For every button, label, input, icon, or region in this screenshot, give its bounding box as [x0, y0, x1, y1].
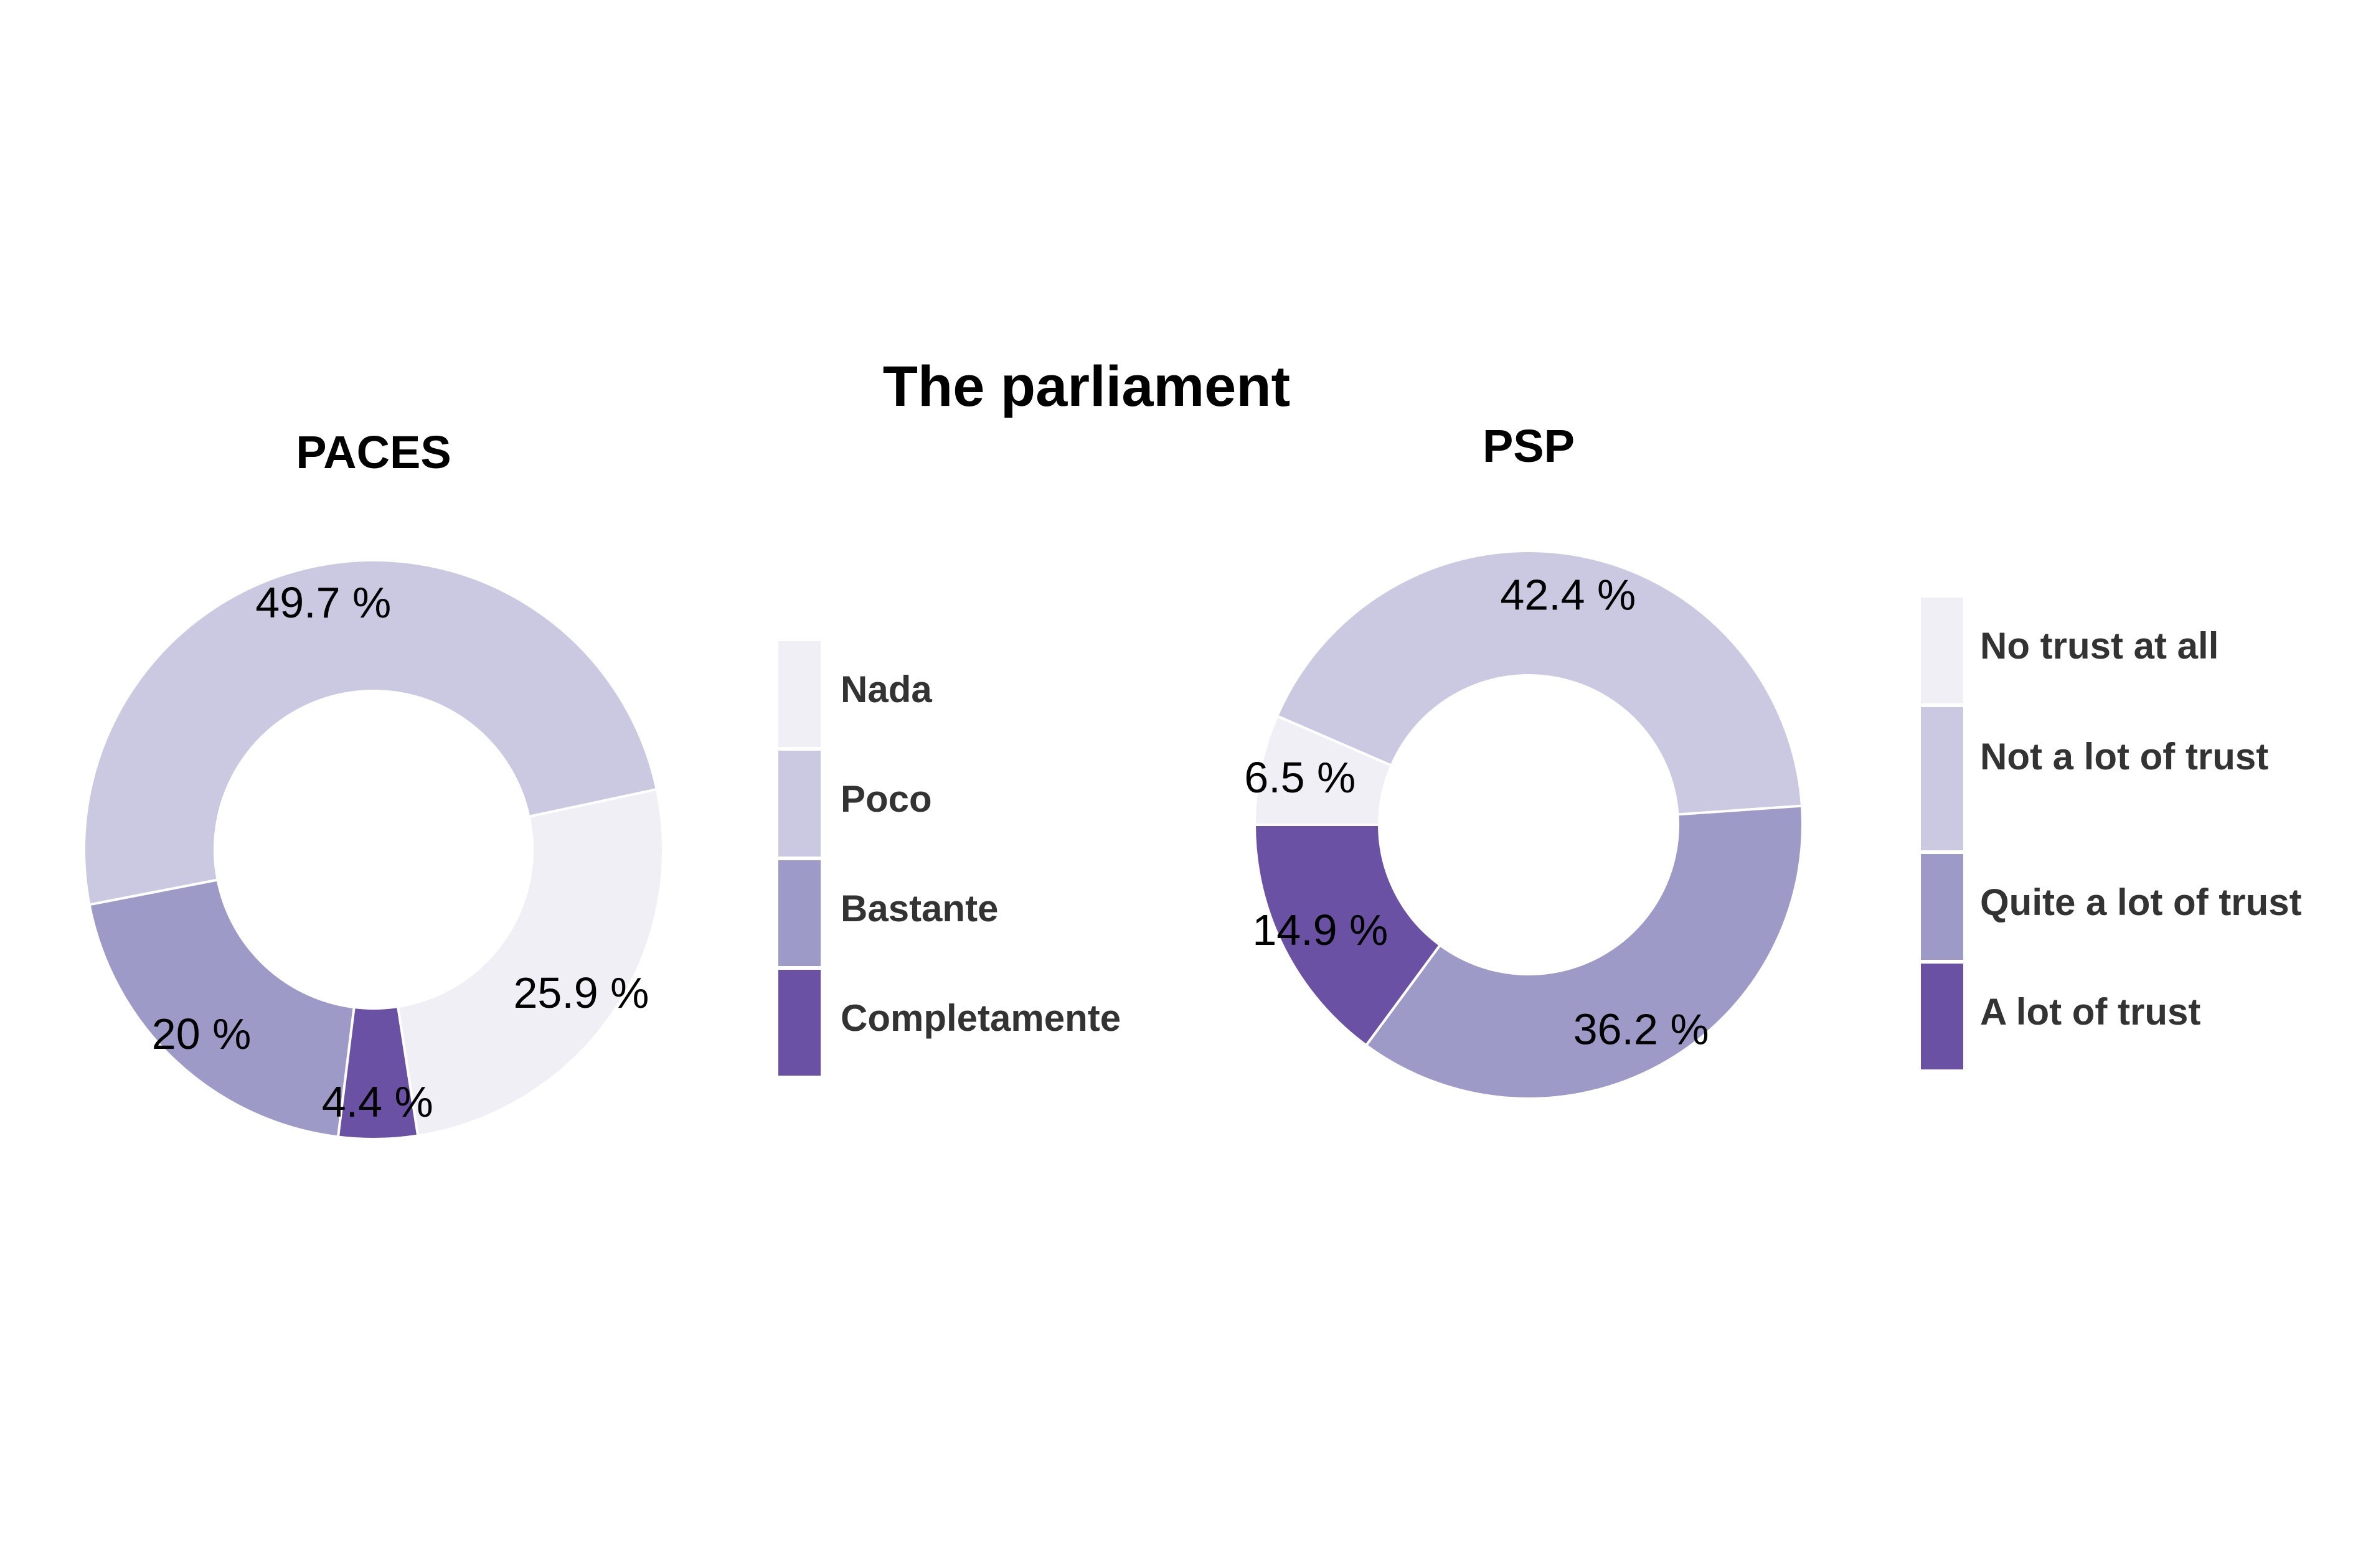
slice-label-paces-4: 4.4 % — [322, 1077, 433, 1126]
slice-label-psp-4: 14.9 % — [1252, 906, 1388, 954]
slice-labels-paces: 25.9 % 49.7 % 20 % 4.4 % — [152, 578, 649, 1126]
slice-label-paces-3: 20 % — [152, 1010, 252, 1058]
slice-label-psp-3: 36.2 % — [1573, 1005, 1709, 1054]
slice-psp-2 — [1275, 550, 1804, 816]
slice-psp-3 — [1364, 804, 1804, 1100]
chart-title-paces: PACES — [296, 426, 451, 478]
legend-swatch-paces-3 — [778, 860, 821, 966]
slice-label-psp-1: 6.5 % — [1244, 753, 1356, 802]
slice-label-paces-1: 25.9 % — [513, 969, 649, 1017]
legend-label-psp-2: Not a lot of trust — [1980, 736, 2268, 777]
slice-paces-1 — [396, 787, 664, 1137]
legend-swatch-paces-1 — [778, 641, 821, 747]
legend-label-paces-1: Nada — [841, 669, 932, 710]
legend-psp: No trust at all Not a lot of trust Quite a… — [1921, 598, 2302, 1069]
legend-label-psp-4: A lot of trust — [1980, 991, 2200, 1033]
slice-paces-4 — [336, 1005, 420, 1140]
legend-label-paces-2: Poco — [841, 778, 932, 820]
donut-psp — [1253, 550, 1804, 1100]
slice-label-paces-2: 49.7 % — [255, 578, 391, 627]
slice-paces-3 — [88, 878, 356, 1138]
legend-label-paces-3: Bastante — [841, 888, 998, 929]
donut-paces — [83, 559, 664, 1140]
slice-psp-4 — [1253, 824, 1442, 1048]
legend-swatch-psp-3 — [1921, 854, 1963, 960]
slice-paces-2 — [83, 559, 659, 906]
slice-label-psp-2: 42.4 % — [1500, 570, 1636, 619]
legend-paces: Nada Poco Bastante Completamente — [778, 641, 1121, 1076]
legend-swatch-psp-4 — [1921, 964, 1963, 1069]
chart-title: The parliament — [883, 355, 1290, 418]
legend-swatch-psp-2 — [1921, 707, 1963, 850]
legend-swatch-paces-2 — [778, 751, 821, 857]
legend-label-paces-4: Completamente — [841, 997, 1121, 1039]
legend-swatch-psp-1 — [1921, 598, 1963, 703]
chart-paces: PACES 25.9 % 49.7 % 20 % 4.4 % Nada Poco Bast… — [83, 426, 1121, 1140]
legend-label-psp-3: Quite a lot of trust — [1980, 881, 2302, 923]
legend-swatch-paces-4 — [778, 970, 821, 1076]
chart-title-psp: PSP — [1483, 420, 1575, 472]
chart-psp: PSP 6.5 % 42.4 % 36.2 % 14.9 % No trust at … — [1244, 420, 2302, 1100]
legend-label-psp-1: No trust at all — [1980, 625, 2219, 667]
slice-labels-psp: 6.5 % 42.4 % 36.2 % 14.9 % — [1244, 570, 1709, 1053]
